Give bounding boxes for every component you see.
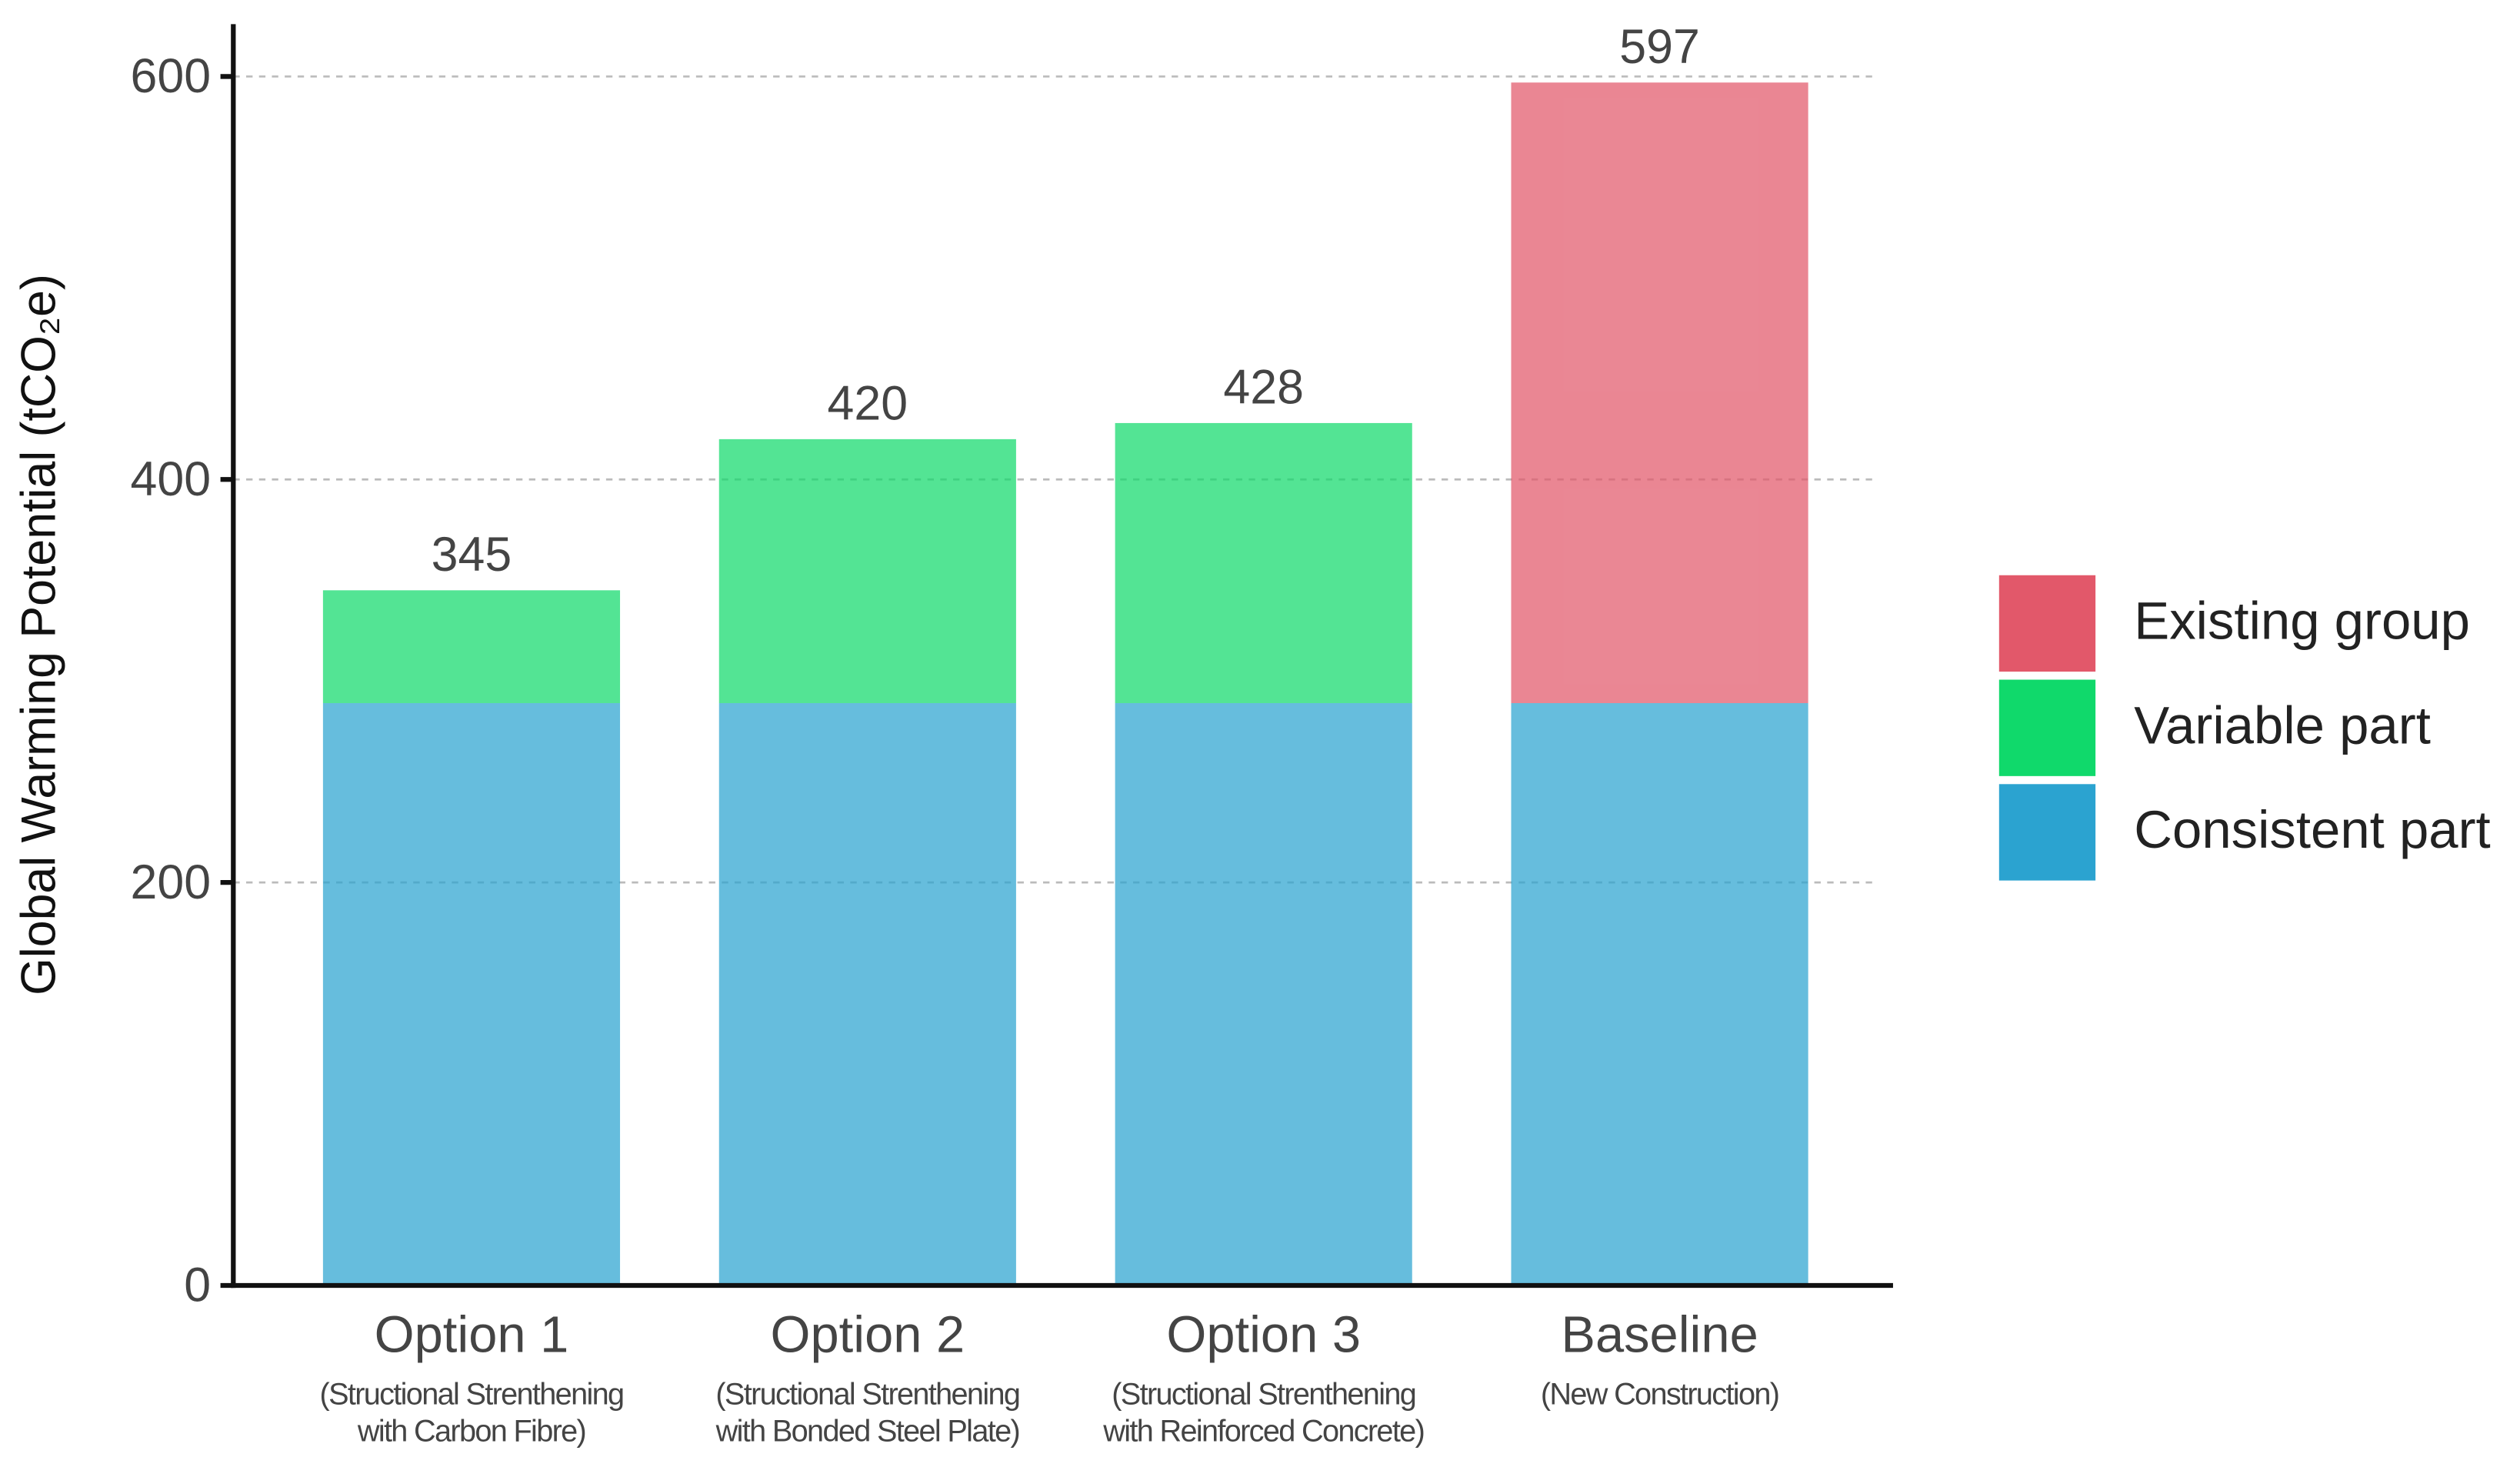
bar-segment	[718, 703, 1016, 1285]
value-label: 597	[1619, 20, 1700, 74]
x-tick-label: Option 1	[375, 1307, 569, 1364]
bar-segment	[1511, 703, 1808, 1285]
bar-segment	[322, 590, 621, 704]
y-tick-label: 400	[131, 452, 212, 506]
category-note: (Structional Strenthening	[1112, 1378, 1415, 1412]
y-axis-label: Global Warming Potential (tCO₂e)	[12, 274, 65, 995]
y-tick-label: 600	[131, 49, 212, 103]
category-note: with Carbon Fibre)	[357, 1415, 585, 1449]
category-note: with Reinforced Concrete)	[1102, 1415, 1424, 1449]
category-note: with Bonded Steel Plate)	[715, 1415, 1019, 1449]
value-label: 345	[432, 528, 512, 582]
legend-label: Consistent part	[2134, 800, 2490, 859]
y-tick-label: 200	[131, 855, 212, 909]
x-tick-label: Baseline	[1561, 1307, 1758, 1364]
category-note: (New Construction)	[1541, 1378, 1778, 1412]
legend-label: Variable part	[2134, 695, 2431, 755]
bar-segment	[1115, 703, 1412, 1285]
value-label: 420	[828, 377, 908, 431]
y-tick-label: 0	[184, 1259, 211, 1312]
legend-label: Existing group	[2134, 592, 2470, 651]
legend-swatch	[1998, 784, 2096, 881]
bar-segment	[322, 703, 621, 1285]
legend-swatch	[1998, 575, 2096, 672]
x-tick-label: Option 3	[1166, 1307, 1361, 1364]
category-note: (Structional Strenthening	[320, 1378, 624, 1412]
bar-segment	[1511, 82, 1808, 704]
x-tick-label: Option 2	[771, 1307, 965, 1364]
category-note: (Structional Strenthening	[715, 1378, 1019, 1412]
legend-swatch	[1998, 679, 2096, 776]
bar-segment	[718, 438, 1016, 704]
bar-segment	[1115, 422, 1412, 704]
value-label: 428	[1223, 361, 1304, 415]
